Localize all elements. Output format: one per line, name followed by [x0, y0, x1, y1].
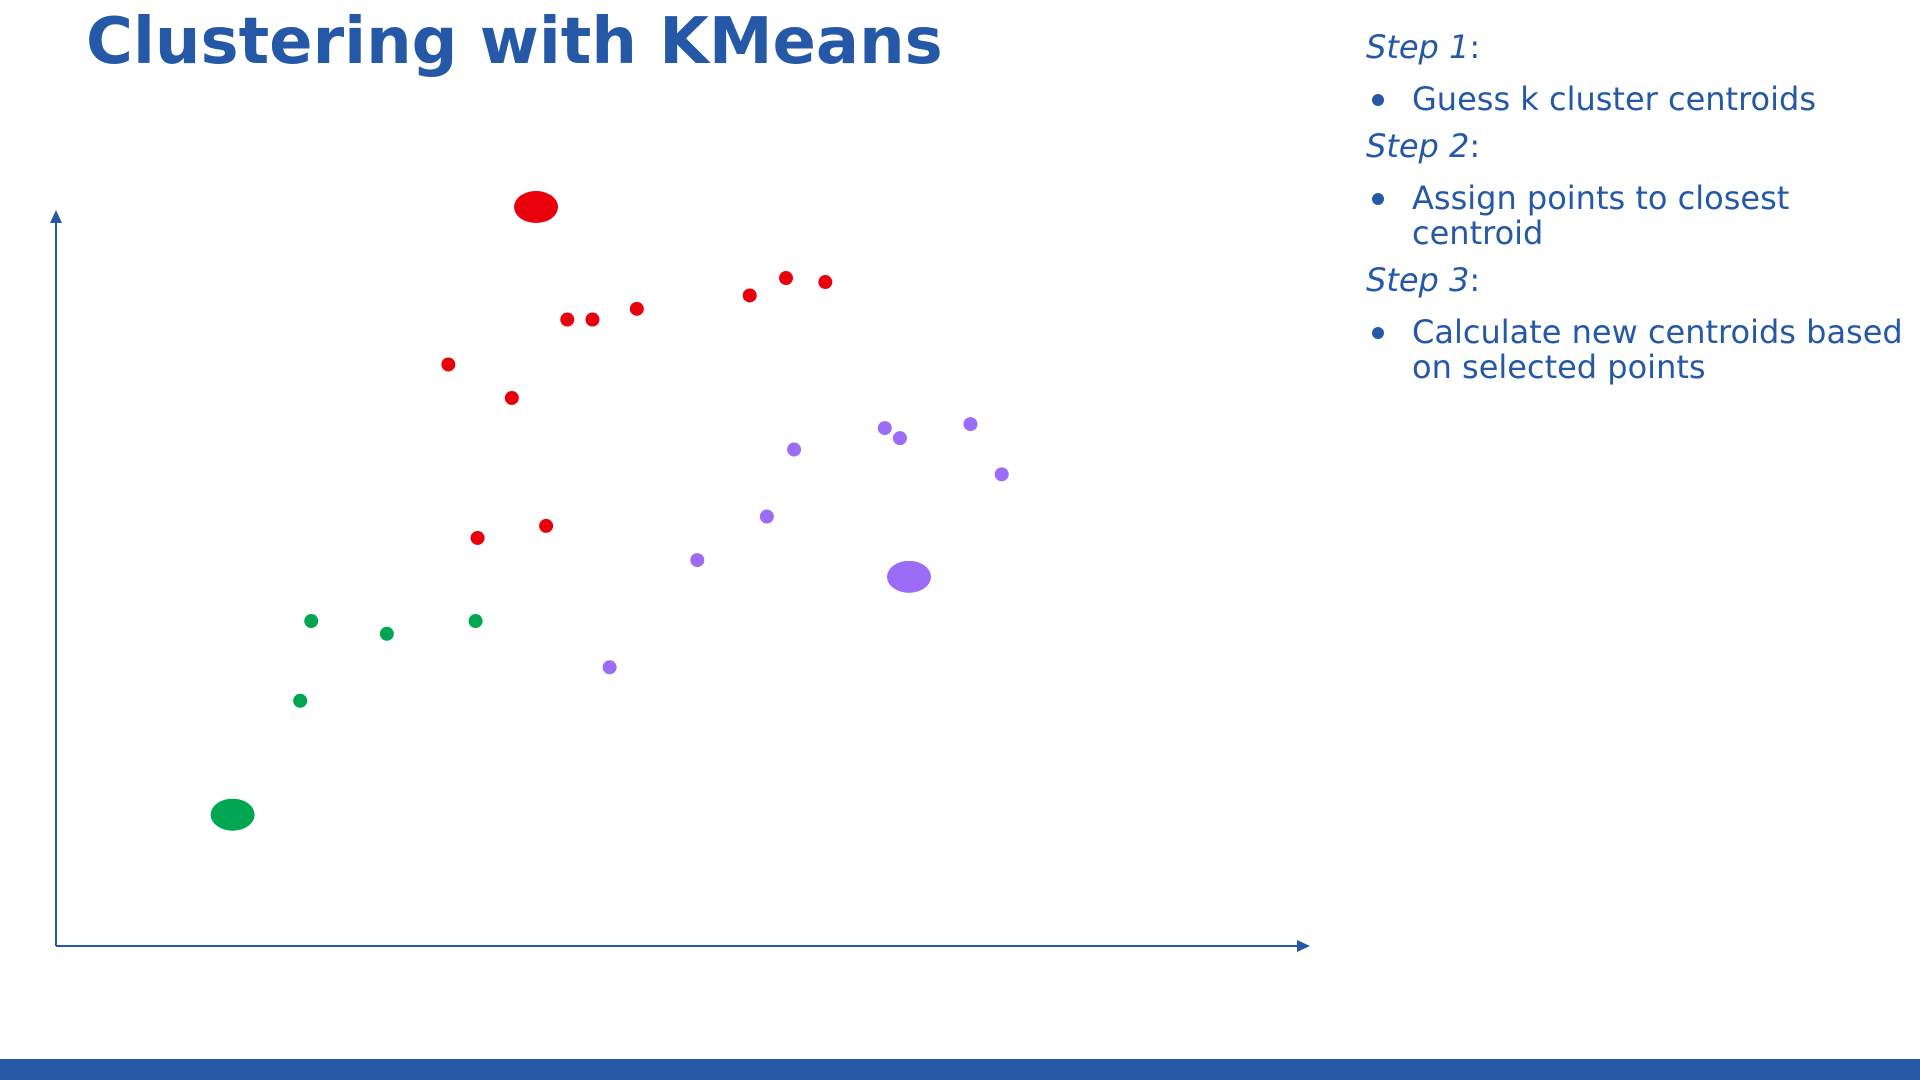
data-point	[629, 301, 644, 316]
data-point	[787, 442, 802, 457]
step-3-heading-colon: :	[1469, 261, 1481, 299]
data-point	[994, 467, 1009, 482]
plot-marks	[210, 191, 1009, 831]
bullet-icon	[1372, 193, 1384, 205]
data-point	[759, 509, 774, 524]
step-2-heading-colon: :	[1469, 127, 1481, 165]
data-point	[779, 271, 794, 286]
step-1-heading-label: Step 1	[1366, 28, 1470, 66]
step-1-bullet-text: Guess k cluster centroids	[1412, 80, 1816, 118]
data-point	[818, 275, 833, 290]
step-2: Step 2: Assign points to closest centroi…	[1366, 129, 1906, 251]
bullet-icon	[1372, 327, 1384, 339]
data-point	[504, 390, 519, 405]
data-point	[304, 614, 319, 629]
data-point	[602, 660, 617, 675]
step-3-heading-label: Step 3	[1366, 261, 1470, 299]
data-point	[892, 431, 907, 446]
step-1: Step 1: Guess k cluster centroids	[1366, 30, 1906, 117]
data-point	[379, 626, 394, 641]
centroid-marker	[514, 191, 559, 223]
step-1-heading: Step 1:	[1366, 30, 1906, 65]
step-3: Step 3: Calculate new centroids based on…	[1366, 263, 1906, 385]
steps-panel: Step 1: Guess k cluster centroids Step 2…	[1366, 30, 1906, 397]
data-point	[468, 614, 483, 629]
step-1-bullet: Guess k cluster centroids	[1366, 82, 1906, 117]
data-point	[441, 357, 456, 372]
data-point	[470, 530, 485, 545]
step-3-bullet-text: Calculate new centroids based on selecte…	[1412, 313, 1903, 386]
step-2-heading-label: Step 2	[1366, 127, 1470, 165]
data-point	[742, 288, 757, 303]
plot-axes	[50, 210, 1310, 952]
bullet-icon	[1372, 94, 1384, 106]
data-point	[963, 417, 978, 432]
data-point	[877, 421, 892, 436]
slide-title: Clustering with KMeans	[86, 5, 943, 79]
step-1-heading-colon: :	[1469, 28, 1481, 66]
centroid-marker	[210, 798, 255, 831]
data-point	[293, 693, 308, 708]
step-2-bullet: Assign points to closest centroid	[1366, 181, 1906, 251]
data-point	[690, 553, 705, 568]
x-axis-arrow-icon	[1297, 940, 1310, 952]
scatter-plot	[50, 191, 1310, 952]
centroid-marker	[886, 560, 931, 593]
step-3-bullet: Calculate new centroids based on selecte…	[1366, 315, 1906, 385]
step-2-bullet-text: Assign points to closest centroid	[1412, 179, 1790, 252]
data-point	[560, 312, 575, 327]
y-axis-arrow-icon	[50, 210, 62, 223]
data-point	[585, 312, 600, 327]
step-2-heading: Step 2:	[1366, 129, 1906, 164]
data-point	[539, 518, 554, 533]
step-3-heading: Step 3:	[1366, 263, 1906, 298]
footer-bar	[0, 1059, 1920, 1080]
